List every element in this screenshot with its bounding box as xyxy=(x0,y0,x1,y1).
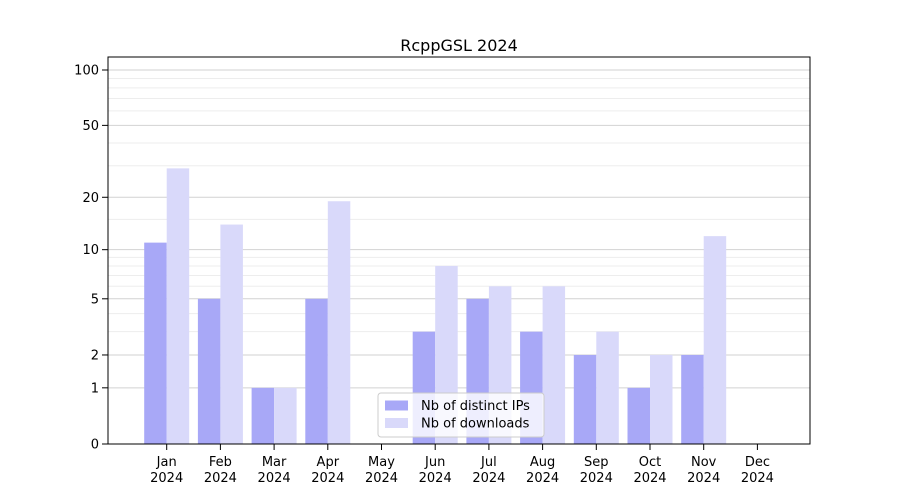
y-tick-label: 50 xyxy=(82,119,99,134)
x-tick-label-year: 2024 xyxy=(419,471,452,486)
legend-swatch-ips xyxy=(385,400,408,411)
legend-label-ips: Nb of distinct IPs xyxy=(421,399,530,414)
x-tick-label-month: Dec xyxy=(745,455,770,470)
bar-apr-ips xyxy=(305,298,328,444)
x-tick-label-year: 2024 xyxy=(580,471,613,486)
x-tick-label-year: 2024 xyxy=(741,471,774,486)
x-tick-label-month: Feb xyxy=(209,455,232,470)
plot-area: 0125102050100Jan2024Feb2024Mar2024Apr202… xyxy=(74,56,811,486)
y-tick-label: 0 xyxy=(91,438,99,453)
y-tick-label: 20 xyxy=(82,191,99,206)
x-tick-label-year: 2024 xyxy=(258,471,291,486)
bar-feb-ips xyxy=(197,298,221,444)
x-tick-label-year: 2024 xyxy=(633,471,666,486)
plot-border xyxy=(107,56,811,445)
bar-sep-ips xyxy=(573,354,597,444)
bar-jan-ips xyxy=(144,242,167,444)
y-tick-label: 1 xyxy=(91,381,99,396)
bar-nov-downloads xyxy=(703,236,727,444)
y-tick-label: 10 xyxy=(82,243,99,258)
legend-swatch-downloads xyxy=(385,418,408,428)
x-tick-label-year: 2024 xyxy=(526,471,559,486)
x-tick-label-month: Mar xyxy=(262,455,287,470)
x-tick-label-year: 2024 xyxy=(150,471,183,486)
x-tick-label-month: Apr xyxy=(317,455,340,470)
x-tick-label-year: 2024 xyxy=(311,471,344,486)
bar-mar-downloads xyxy=(274,387,297,444)
bar-aug-downloads xyxy=(542,286,566,444)
x-tick-label-year: 2024 xyxy=(204,471,237,486)
bar-sep-downloads xyxy=(596,331,619,444)
x-tick-label-month: Aug xyxy=(530,455,555,470)
x-tick-label-year: 2024 xyxy=(472,471,505,486)
bar-oct-downloads xyxy=(650,354,673,444)
x-tick-label-month: Oct xyxy=(639,455,661,470)
legend-label-downloads: Nb of downloads xyxy=(421,416,530,431)
bar-feb-downloads xyxy=(220,224,243,444)
x-tick-label-month: Sep xyxy=(584,455,609,470)
chart-title: RcppGSL 2024 xyxy=(400,36,518,55)
legend-box xyxy=(377,392,545,438)
y-tick-label: 5 xyxy=(91,292,99,307)
bar-oct-ips xyxy=(627,387,650,444)
y-tick-label: 100 xyxy=(74,64,99,79)
x-tick-label-month: Nov xyxy=(691,455,717,470)
bar-jan-downloads xyxy=(166,168,190,444)
x-tick-label-year: 2024 xyxy=(687,471,720,486)
x-tick-label-month: Jun xyxy=(424,455,445,470)
x-tick-label-month: May xyxy=(368,455,395,470)
x-tick-label-month: Jul xyxy=(480,455,497,470)
x-tick-label-month: Jan xyxy=(156,455,177,470)
y-tick-label: 2 xyxy=(91,348,99,363)
x-tick-label-year: 2024 xyxy=(365,471,398,486)
bar-nov-ips xyxy=(681,354,704,444)
bar-mar-ips xyxy=(251,387,275,444)
bar-apr-downloads xyxy=(327,201,351,444)
